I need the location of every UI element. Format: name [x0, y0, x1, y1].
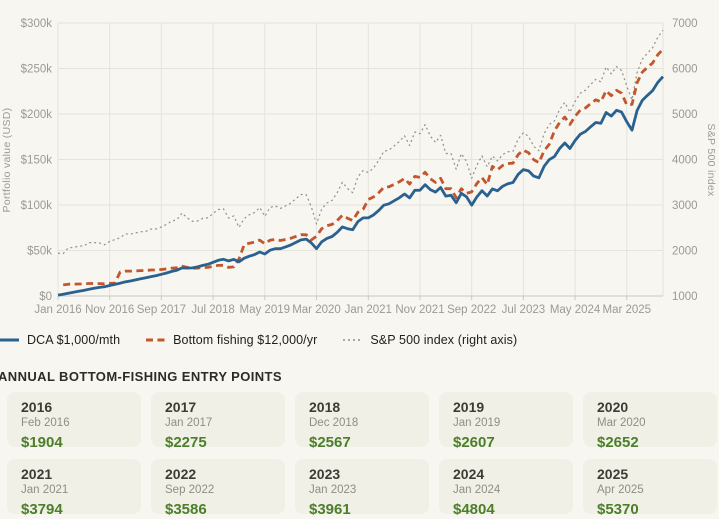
- portfolio-chart-canvas[interactable]: $0 $50k $100k $150k $200k $250k $300k 1000 2000 3…: [0, 0, 719, 322]
- y-left-tick-label: $250k: [21, 64, 53, 76]
- y-left-tick-label: $150k: [21, 155, 53, 167]
- y-left-tick-label: $100k: [21, 200, 53, 212]
- entry-card: 2021 Jan 2021 $3794: [7, 459, 141, 518]
- y-left-tick-label: $50k: [27, 246, 52, 258]
- series-line: [63, 48, 665, 287]
- y-right-tick-label: 6000: [672, 64, 698, 76]
- entry-card-date: Jan 2023: [309, 484, 357, 496]
- entry-card-year: 2023: [309, 466, 341, 482]
- legend-label: Bottom fishing $12,000/yr: [173, 333, 318, 347]
- entry-card-date: Apr 2025: [597, 484, 644, 496]
- y-left-tick-label: $0: [39, 291, 52, 303]
- entry-card-price: $4804: [453, 501, 495, 518]
- legend-swatch-dashed-line-icon: [146, 338, 166, 342]
- entry-card-date: Mar 2020: [597, 417, 646, 429]
- x-tick-label: Mar 2025: [603, 304, 652, 316]
- entry-card-price: $1904: [21, 434, 63, 451]
- entry-card-price: $2652: [597, 434, 639, 451]
- legend-swatch-dotted-line-icon: [343, 339, 363, 341]
- entry-card-price: $3586: [165, 501, 207, 518]
- x-tick-label: Nov 2016: [85, 304, 134, 316]
- entry-cards: 2016 Feb 2016 $1904 2017 Jan 2017 $2275 2018 De…: [0, 392, 719, 518]
- x-tick-label: Jan 2021: [345, 304, 392, 316]
- entry-card-price: $3794: [21, 501, 63, 518]
- entry-card-year: 2017: [165, 399, 197, 415]
- legend-item: DCA $1,000/mth: [0, 333, 120, 347]
- entry-card-year: 2020: [597, 399, 629, 415]
- entry-card: 2019 Jan 2019 $2607: [439, 392, 573, 451]
- entry-card-price: $2567: [309, 434, 351, 451]
- entry-card-price: $5370: [597, 501, 639, 518]
- y-right-tick-label: 7000: [672, 18, 698, 30]
- entry-card-date: Jan 2019: [453, 417, 501, 429]
- x-tick-label: Jul 2018: [191, 304, 234, 316]
- x-tick-label: Mar 2020: [292, 304, 341, 316]
- y-left-axis-title: Portfolio value (USD): [1, 108, 13, 213]
- x-tick-label: Nov 2021: [395, 304, 444, 316]
- entry-card-date: Jan 2017: [165, 417, 213, 429]
- entry-card-price: $2275: [165, 434, 207, 451]
- entry-card: 2018 Dec 2018 $2567: [295, 392, 429, 451]
- entry-card-price: $2607: [453, 434, 495, 451]
- legend-label: S&P 500 index (right axis): [370, 333, 518, 347]
- x-tick-label: Jul 2023: [502, 304, 545, 316]
- entry-card: 2016 Feb 2016 $1904: [7, 392, 141, 451]
- y-right-tick-label: 2000: [672, 246, 698, 258]
- entry-card-date: Jan 2021: [21, 484, 69, 496]
- entry-card-year: 2018: [309, 399, 341, 415]
- entry-card-date: Feb 2016: [21, 417, 70, 429]
- entry-card: 2017 Jan 2017 $2275: [151, 392, 285, 451]
- entry-card-price: $3961: [309, 501, 351, 518]
- chart-legend: DCA $1,000/mth Bottom fishing $12,000/yr S…: [0, 330, 719, 350]
- entry-card-year: 2025: [597, 466, 629, 482]
- entry-card: 2022 Sep 2022 $3586: [151, 459, 285, 518]
- legend-item: Bottom fishing $12,000/yr: [146, 333, 317, 347]
- y-right-tick-label: 5000: [672, 109, 698, 121]
- x-tick-label: Sep 2022: [447, 304, 496, 316]
- y-right-tick-label: 4000: [672, 155, 698, 167]
- portfolio-chart: $0 $50k $100k $150k $200k $250k $300k 1000 2000 3…: [0, 0, 719, 322]
- y-right-axis-title: S&P 500 index: [705, 123, 717, 197]
- y-right-tick-label: 3000: [672, 200, 698, 212]
- entry-card-year: 2022: [165, 466, 197, 482]
- y-left-tick-label: $300k: [21, 18, 53, 30]
- section-title: ANNUAL BOTTOM-FISHING ENTRY POINTS: [0, 369, 282, 384]
- entry-card-year: 2019: [453, 399, 485, 415]
- y-right-tick-label: 1000: [672, 291, 698, 303]
- x-tick-label: May 2024: [550, 304, 601, 316]
- entry-card-year: 2021: [21, 466, 53, 482]
- series-line: [57, 75, 665, 297]
- entry-card-date: Sep 2022: [165, 484, 215, 496]
- entry-card-year: 2016: [21, 399, 53, 415]
- y-left-tick-label: $200k: [21, 109, 53, 121]
- entry-card-year: 2024: [453, 466, 485, 482]
- entry-card: 2025 Apr 2025 $5370: [583, 459, 717, 518]
- entry-card: 2023 Jan 2023 $3961: [295, 459, 429, 518]
- legend-swatch-solid-line-icon: [0, 338, 19, 342]
- entry-card-date: Jan 2024: [453, 484, 501, 496]
- legend-label: DCA $1,000/mth: [27, 333, 121, 347]
- x-tick-label: Jan 2016: [34, 304, 81, 316]
- x-tick-label: May 2019: [240, 304, 291, 316]
- legend-item: S&P 500 index (right axis): [343, 333, 517, 347]
- entry-card: 2020 Mar 2020 $2652: [583, 392, 717, 451]
- entry-card: 2024 Jan 2024 $4804: [439, 459, 573, 518]
- x-tick-label: Sep 2017: [137, 304, 186, 316]
- entry-card-date: Dec 2018: [309, 417, 359, 429]
